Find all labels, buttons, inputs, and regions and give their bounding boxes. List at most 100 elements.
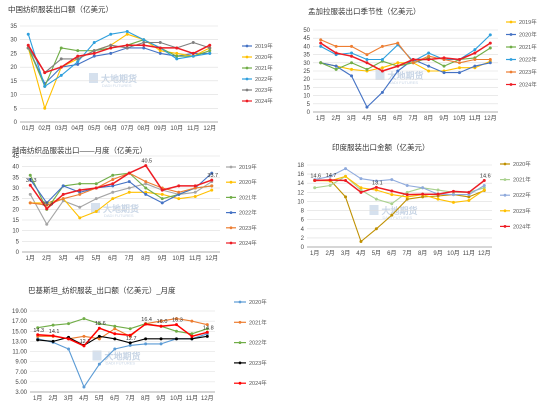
legend-marker — [238, 361, 242, 365]
y-tick-label: 45 — [303, 36, 310, 42]
data-label: 13.1 — [372, 180, 383, 186]
data-point — [94, 197, 98, 201]
chart-pakistan-exports: 巴基斯坦_纺织服装_出口额（亿美元）_月度 大地期货 DADI FUTURES 3.0… — [0, 280, 270, 412]
data-point — [319, 38, 323, 42]
data-point — [174, 323, 178, 327]
data-point — [451, 200, 455, 204]
watermark-subtext: DADI FUTURES — [104, 213, 134, 218]
x-tick-label: 7月 — [403, 250, 412, 257]
chart-china-exports: 中国纺织服装出口额（亿美元） 大地期货 DADI FUTURES 0 5 10 15 20 25… — [0, 0, 273, 140]
y-tick-label: 7.00 — [15, 370, 27, 376]
legend-label: 2024年 — [519, 81, 537, 89]
data-point — [390, 202, 394, 206]
data-point — [457, 58, 461, 62]
x-tick-label: 5月 — [92, 255, 101, 262]
data-point — [427, 69, 431, 73]
data-point — [45, 201, 49, 205]
legend-marker — [245, 55, 249, 59]
x-tick-label: 07月 — [121, 125, 134, 132]
legend-label: 2020年 — [239, 178, 257, 186]
x-tick-label: 10月 — [447, 250, 460, 257]
data-point — [36, 326, 40, 330]
x-tick-label: 2月 — [48, 395, 57, 402]
data-point — [59, 57, 63, 61]
data-point — [59, 73, 63, 77]
watermark-subtext: DADI FUTURES — [102, 83, 132, 88]
data-point — [190, 319, 194, 323]
legend-marker — [509, 33, 513, 36]
legend-label: 2023年 — [239, 224, 257, 232]
x-tick-label: 3月 — [341, 250, 350, 257]
data-point — [190, 332, 194, 336]
data-point — [97, 362, 101, 366]
x-tick-label: 10月 — [170, 125, 183, 132]
data-point — [36, 333, 40, 337]
data-point — [175, 57, 179, 61]
data-point — [380, 69, 384, 73]
data-point — [113, 324, 117, 328]
legend-marker — [238, 300, 242, 304]
data-point — [127, 180, 131, 184]
data-point — [210, 188, 214, 192]
data-point — [359, 186, 363, 190]
data-point — [51, 334, 55, 338]
x-tick-label: 1月 — [316, 115, 325, 122]
y-tick-label: 16 — [297, 172, 304, 178]
data-point — [405, 193, 409, 197]
x-tick-label: 9月 — [158, 255, 167, 262]
data-point — [113, 347, 117, 351]
data-point — [159, 342, 163, 346]
data-point — [350, 51, 354, 55]
legend-marker — [245, 99, 249, 103]
data-point — [76, 49, 80, 53]
legend-marker — [503, 225, 507, 228]
x-tick-label: 11月 — [187, 125, 199, 132]
legend-marker — [229, 165, 233, 169]
data-point — [128, 341, 132, 345]
y-tick-label: 0 — [16, 250, 20, 256]
data-point — [344, 195, 348, 199]
y-tick-label: 6 — [301, 218, 305, 224]
data-label: 16.3 — [172, 318, 183, 324]
data-point — [411, 58, 415, 62]
series-line — [320, 58, 491, 108]
x-tick-label: 11月 — [186, 395, 198, 402]
data-label: 14.7 — [326, 173, 337, 179]
y-tick-label: 30 — [303, 61, 310, 67]
x-tick-label: 6月 — [110, 395, 119, 402]
data-point — [82, 317, 86, 321]
data-point — [328, 184, 332, 187]
data-point — [28, 177, 32, 181]
y-tick-label: 35 — [303, 53, 310, 59]
legend-marker — [503, 193, 507, 197]
legend-label: 2021年 — [239, 193, 257, 201]
data-point — [405, 195, 409, 199]
x-tick-label: 7月 — [126, 395, 135, 402]
legend-marker — [229, 180, 233, 184]
data-point — [193, 186, 197, 190]
data-point — [344, 178, 348, 182]
data-point — [482, 178, 486, 182]
data-point — [205, 330, 209, 334]
data-point — [61, 192, 65, 196]
data-point — [160, 201, 164, 205]
data-point — [109, 32, 113, 36]
data-label: 40.5 — [141, 159, 152, 165]
y-tick-label: 25 — [303, 69, 310, 75]
data-point — [160, 192, 164, 196]
data-point — [94, 209, 98, 213]
data-point — [405, 190, 409, 194]
x-tick-label: 12月 — [484, 115, 497, 122]
y-tick-label: 35 — [10, 24, 17, 30]
data-point — [144, 342, 148, 346]
data-point — [467, 199, 471, 203]
data-point — [78, 205, 82, 209]
x-tick-label: 9月 — [433, 250, 442, 257]
data-point — [45, 222, 49, 226]
data-point — [328, 174, 332, 178]
y-tick-label: 35 — [12, 175, 19, 181]
data-point — [125, 32, 129, 36]
x-tick-label: 6月 — [393, 115, 402, 122]
